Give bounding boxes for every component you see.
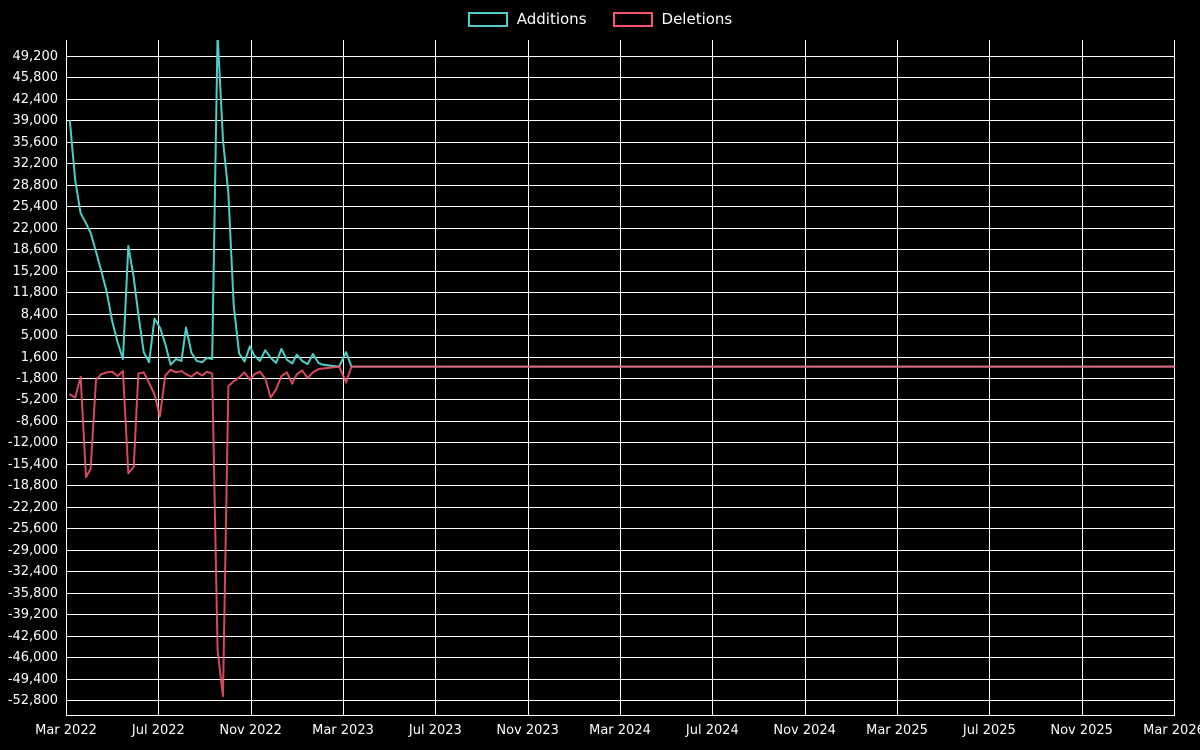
series-line-additions [68, 40, 1175, 368]
x-tick-label: Jul 2025 [962, 723, 1016, 738]
y-tick-label: -39,200 [7, 607, 58, 623]
y-tick-label: 22,000 [12, 220, 59, 236]
x-tick-label: Mar 2025 [866, 723, 928, 738]
x-tick-label: Nov 2023 [496, 723, 559, 738]
axis-lines [66, 40, 1175, 716]
x-tick-label: Jul 2024 [685, 723, 739, 738]
y-tick-label: 49,200 [12, 49, 59, 64]
x-tick-label: Nov 2022 [219, 723, 282, 738]
y-tick-label: -1,800 [16, 371, 58, 386]
y-tick-label: 18,600 [12, 242, 59, 258]
y-tick-label: -32,400 [7, 564, 58, 580]
legend-additions[interactable]: Additions [467, 9, 587, 28]
y-tick-label: -8,600 [16, 413, 58, 429]
y-tick-label: -22,200 [7, 499, 58, 515]
y-tick-label: -49,400 [7, 671, 58, 687]
legend-swatch-additions-icon [467, 11, 508, 27]
y-tick-label: 25,400 [12, 199, 59, 215]
y-tick-label: 28,800 [12, 177, 59, 193]
y-tick-label: -25,600 [7, 521, 58, 537]
y-tick-label: 35,600 [12, 134, 59, 150]
plot-canvas [66, 40, 1175, 716]
plot-area [66, 40, 1175, 716]
legend-deletions[interactable]: Deletions [612, 9, 733, 28]
y-tick-label: -12,000 [7, 435, 58, 451]
y-tick-label: -46,000 [7, 650, 58, 666]
y-tick-label: 15,200 [12, 263, 59, 279]
y-tick-label: -42,600 [7, 628, 58, 644]
x-tick-label: Mar 2026 [1143, 723, 1200, 738]
legend-swatch-deletions-icon [612, 11, 653, 27]
x-tick-label: Nov 2024 [773, 723, 836, 738]
x-tick-label: Nov 2025 [1050, 723, 1113, 738]
data-series-layer [68, 40, 1175, 698]
x-tick-label: Mar 2024 [589, 723, 651, 738]
y-tick-label: -35,800 [7, 585, 58, 601]
y-tick-label: -29,000 [7, 542, 58, 558]
y-tick-label: 1,600 [20, 349, 58, 365]
chart-legend: Additions Deletions [0, 6, 1200, 32]
x-tick-label: Jul 2023 [408, 723, 462, 738]
y-tick-label: 42,400 [12, 91, 59, 107]
y-tick-label: 45,800 [12, 70, 59, 86]
y-tick-label: 32,200 [12, 156, 59, 172]
legend-deletions-label: Deletions [661, 9, 733, 28]
y-tick-label: 39,000 [12, 113, 59, 129]
y-tick-label: -5,200 [16, 392, 58, 408]
x-tick-label: Mar 2023 [312, 723, 374, 738]
series-line-deletions [68, 365, 1175, 698]
y-tick-label: -15,400 [7, 456, 58, 472]
y-tick-label: 8,400 [20, 306, 58, 322]
y-tick-label: -18,800 [7, 478, 58, 494]
y-tick-label: 11,800 [12, 285, 59, 301]
x-tick-label: Mar 2022 [35, 723, 97, 738]
y-tick-label: -52,800 [7, 693, 58, 708]
legend-additions-label: Additions [516, 9, 587, 28]
y-tick-label: 5,000 [20, 328, 58, 344]
x-tick-label: Jul 2022 [131, 723, 185, 738]
